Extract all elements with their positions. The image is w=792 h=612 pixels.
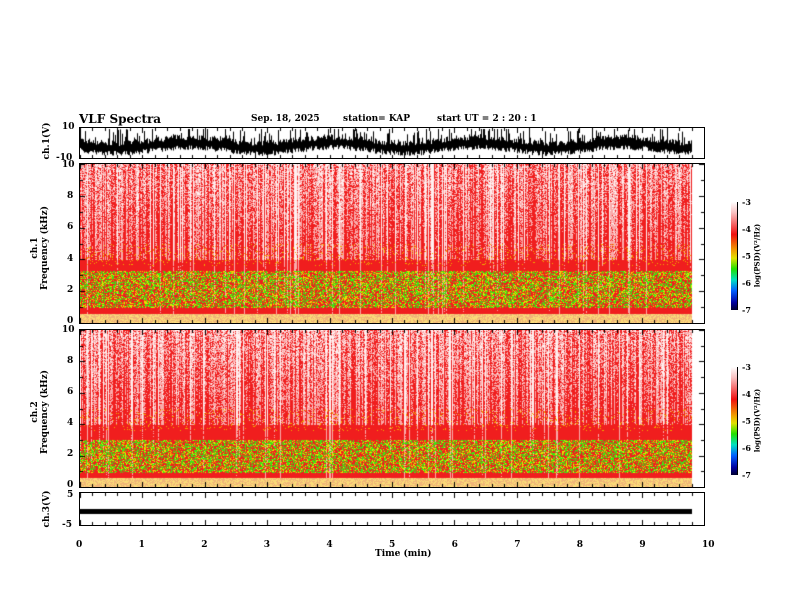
- ylabel-channel: ch.1: [30, 237, 40, 259]
- colorbar-tick-label: -3: [742, 362, 751, 372]
- colorbar-tick-label: -5: [742, 416, 751, 426]
- colorbar-tick-label: -7: [742, 470, 751, 480]
- y-tick-label: 8: [67, 191, 74, 202]
- ch3-ytick-bottom: -5: [62, 520, 72, 530]
- x-tick-label: 0: [76, 540, 83, 550]
- ch1-spectrogram-panel: [79, 163, 705, 324]
- date-label: Sep. 18, 2025: [251, 114, 320, 124]
- x-tick-label: 8: [576, 540, 584, 550]
- colorbar-tick-label: -6: [742, 278, 751, 288]
- station-label: station= KAP: [343, 114, 411, 124]
- colorbar-tick-label: -4: [742, 224, 751, 234]
- ch1-colorbar: [731, 202, 738, 310]
- y-tick-label: 6: [67, 222, 74, 233]
- y-tick-label: 4: [67, 418, 74, 428]
- x-tick-label: 3: [263, 540, 271, 550]
- ch1-ylabel: ch.1(V): [42, 122, 52, 160]
- x-tick-label: 9: [639, 540, 646, 550]
- y-tick-label: 4: [67, 253, 74, 264]
- ch2-spectrogram-heatmap: [80, 330, 704, 487]
- colorbar-tick-label: -7: [742, 305, 751, 315]
- y-tick-label: 10: [62, 160, 75, 170]
- ch3-ylabel: ch.3(V): [42, 490, 52, 528]
- y-tick-label: 2: [67, 284, 74, 295]
- x-tick-label: 10: [702, 540, 715, 550]
- colorbar-tick-label: -3: [742, 197, 751, 207]
- x-tick-label: 7: [514, 540, 521, 550]
- ch3-waveform-panel: [79, 492, 705, 526]
- x-tick-label: 5: [389, 540, 396, 550]
- figure-title: VLF Spectra: [79, 112, 162, 126]
- colorbar-tick-label: -5: [742, 251, 751, 261]
- y-tick-label: 8: [67, 356, 74, 366]
- ch1-ytick-top: 10: [62, 122, 75, 132]
- colorbar-tick-label: -4: [742, 389, 751, 399]
- ch2-spectrogram-panel: [79, 329, 705, 488]
- colorbar-tick-label: -6: [742, 443, 751, 453]
- x-axis-label: Time (min): [375, 549, 432, 559]
- ch2-colorbar-label: log(PSD)(V²/Hz): [752, 388, 762, 453]
- x-tick-label: 4: [326, 540, 333, 550]
- y-tick-label: 10: [62, 325, 75, 335]
- ch2-spectrogram-ylabel: ch.2 Frequency (kHz): [30, 362, 50, 462]
- ch1-colorbar-label: log(PSD)(V²/Hz): [752, 223, 762, 288]
- ch1-waveform-panel: [79, 127, 705, 159]
- ylabel-channel: ch.2: [30, 401, 40, 423]
- y-tick-label: 0: [67, 480, 74, 490]
- ylabel-frequency: Frequency (kHz): [40, 206, 50, 291]
- ch2-colorbar: [731, 367, 738, 475]
- ylabel-frequency: Frequency (kHz): [40, 370, 50, 455]
- ch3-ytick-top: 5: [67, 490, 74, 500]
- ch1-waveform-trace: [80, 128, 704, 158]
- y-tick-label: 2: [67, 449, 74, 459]
- y-tick-label: 6: [67, 387, 74, 397]
- x-tick-label: 1: [138, 540, 145, 550]
- ch1-spectrogram-heatmap: [80, 164, 704, 323]
- ch1-spectrogram-ylabel: ch.1 Frequency (kHz): [30, 198, 50, 298]
- start-time-label: start UT = 2 : 20 : 1: [437, 114, 537, 124]
- x-tick-label: 2: [201, 540, 208, 550]
- ch3-waveform-trace: [80, 493, 704, 525]
- y-tick-label: 0: [67, 316, 74, 326]
- x-tick-label: 6: [451, 540, 458, 550]
- ch1-ytick-bottom: -10: [56, 153, 73, 163]
